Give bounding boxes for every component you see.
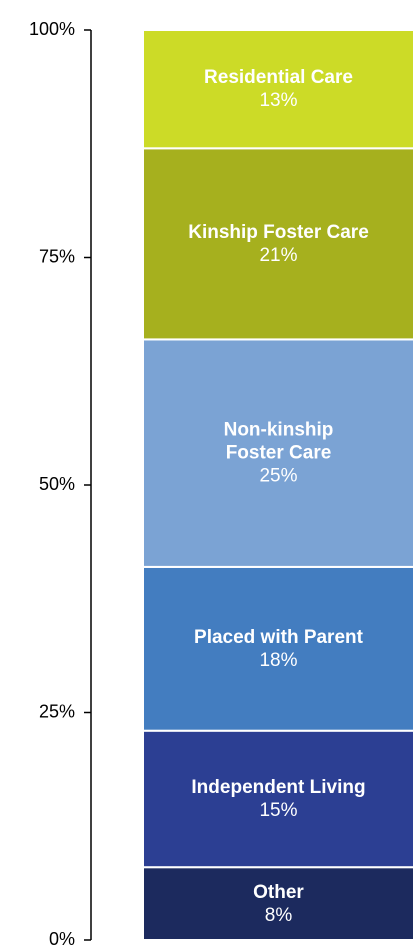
segment-name: Other xyxy=(253,881,304,903)
segment-name: Placed with Parent xyxy=(194,626,363,648)
bar-segment xyxy=(142,29,414,150)
segment-value: 21% xyxy=(259,244,298,266)
segment-label: Kinship Foster Care 21% xyxy=(143,221,414,267)
bar-segment xyxy=(142,338,414,568)
y-tick-label: 100% xyxy=(29,19,75,39)
segment-label: Independent Living 15% xyxy=(143,776,414,822)
bar-segment xyxy=(142,147,414,341)
y-tick-label: 0% xyxy=(49,929,75,949)
segment-label: Non-kinship Foster Care 25% xyxy=(143,419,414,488)
segment-name: Non-kinship Foster Care xyxy=(223,419,334,464)
segment-value: 18% xyxy=(259,649,298,671)
segment-name: Residential Care xyxy=(204,67,353,89)
segment-value: 13% xyxy=(259,90,298,112)
y-tick-label: 75% xyxy=(39,246,75,266)
segment-value: 8% xyxy=(264,904,293,926)
segment-label: Placed with Parent 18% xyxy=(143,626,414,672)
bar-segment xyxy=(142,565,414,732)
segment-value: 15% xyxy=(259,799,298,821)
segment-label: Other 8% xyxy=(143,881,414,927)
segment-name: Kinship Foster Care xyxy=(188,221,369,243)
bar-segment xyxy=(142,866,414,942)
segment-label: Residential Care 13% xyxy=(143,66,414,112)
segment-name: Independent Living xyxy=(191,776,366,798)
y-tick-label: 25% xyxy=(39,701,75,721)
segment-value: 25% xyxy=(259,465,298,487)
y-tick-label: 50% xyxy=(39,474,75,494)
